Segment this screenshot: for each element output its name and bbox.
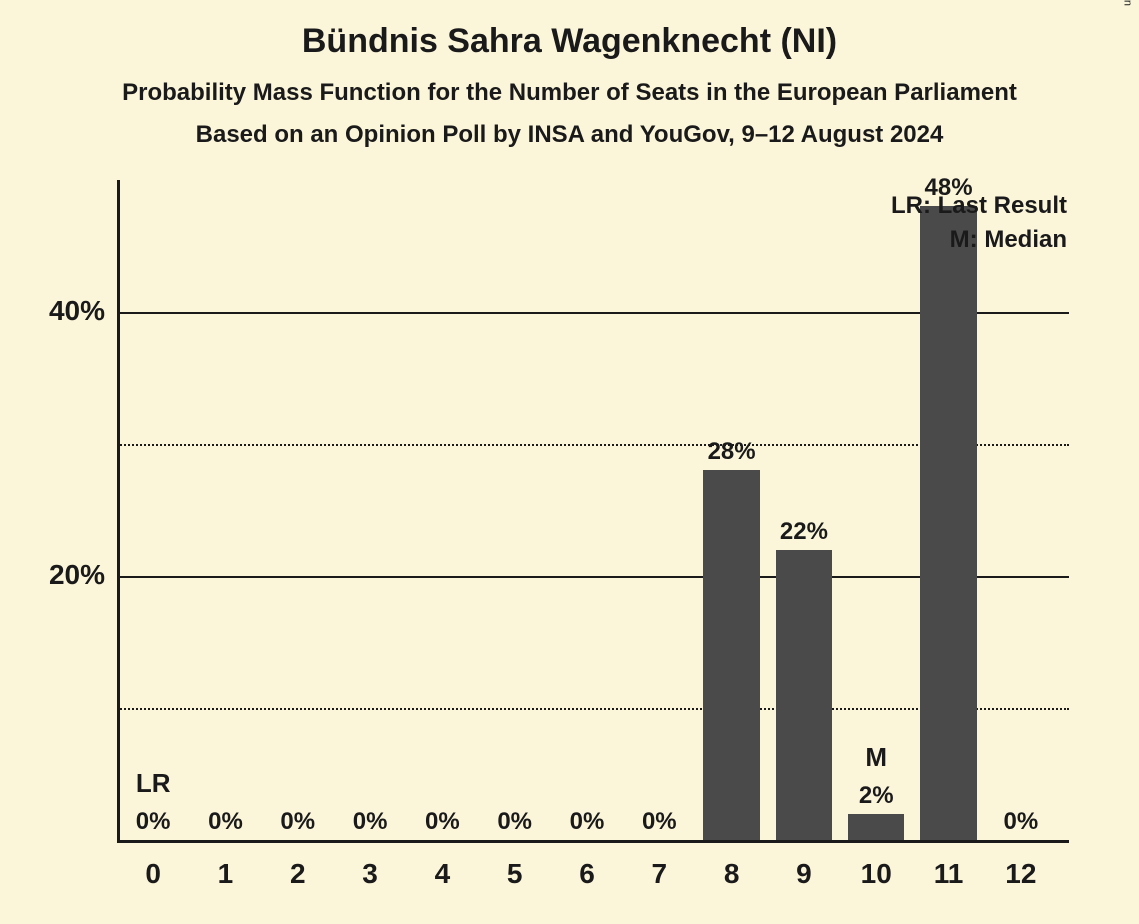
x-tick-label: 1 [189,858,261,890]
bar [920,206,976,840]
x-tick-label: 9 [768,858,840,890]
bar-value-label: 0% [551,808,623,836]
x-tick-label: 0 [117,858,189,890]
bar [848,814,904,840]
bar [703,470,759,840]
bar-value-label: 2% [840,782,912,810]
y-axis-line [117,180,120,840]
y-tick-label: 20% [5,559,105,591]
x-tick-label: 5 [479,858,551,890]
x-tick-label: 10 [840,858,912,890]
bar-value-label: 28% [695,438,767,466]
annotation-last-result: LR [117,768,189,799]
x-axis-line [117,840,1069,843]
x-tick-label: 4 [406,858,478,890]
y-tick-label: 40% [5,295,105,327]
bar [776,550,832,840]
bar-value-label: 0% [985,808,1057,836]
bar-value-label: 22% [768,518,840,546]
x-tick-label: 6 [551,858,623,890]
legend-last-result: LR: Last Result [891,192,1067,220]
x-tick-label: 8 [695,858,767,890]
bar-value-label: 0% [189,808,261,836]
chart-plot-area: 20%40% 0%0%0%0%0%0%0%0%28%22%2%48%0% 012… [0,0,1139,924]
x-tick-label: 12 [985,858,1057,890]
x-tick-label: 11 [912,858,984,890]
x-tick-label: 3 [334,858,406,890]
bar-value-label: 0% [334,808,406,836]
legend-median: M: Median [950,226,1067,254]
copyright-notice: © 2024 Filip van Laenen [1121,0,1133,6]
bar-value-label: 0% [479,808,551,836]
bar-value-label: 0% [117,808,189,836]
bar-value-label: 0% [262,808,334,836]
bar-value-label: 0% [623,808,695,836]
x-tick-label: 2 [262,858,334,890]
bar-value-label: 0% [406,808,478,836]
x-tick-label: 7 [623,858,695,890]
annotation-median: M [840,742,912,773]
